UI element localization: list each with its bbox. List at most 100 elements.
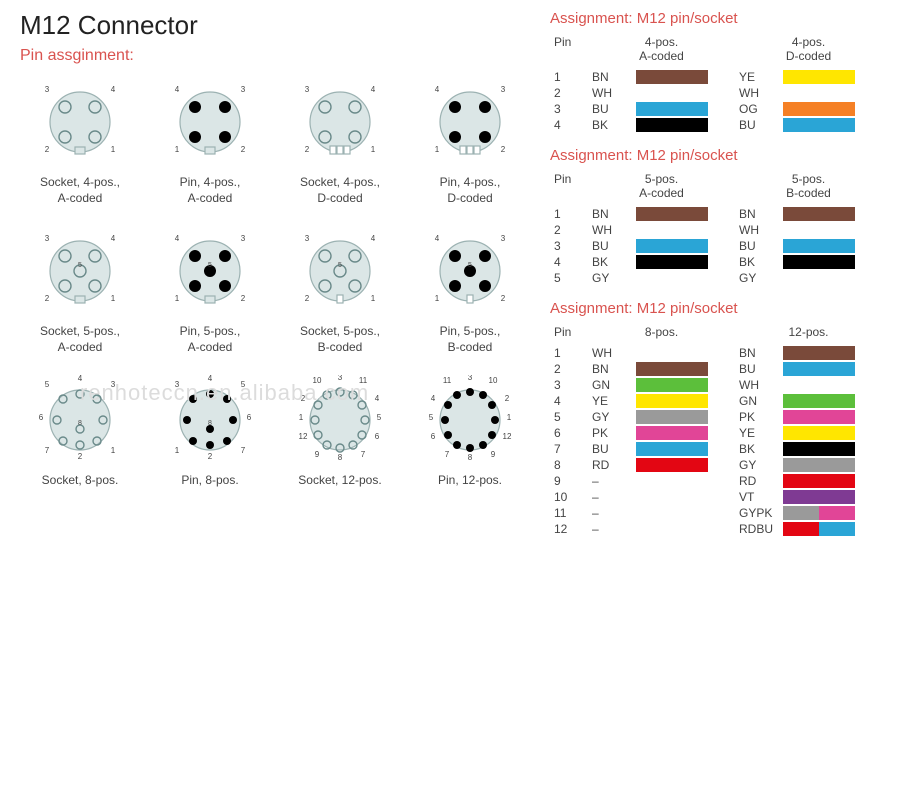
color-swatch <box>636 458 708 472</box>
color-code: WH <box>735 222 779 238</box>
connector-diagram: 3421Socket, 4-pos.,D-coded <box>280 77 400 206</box>
color-swatch <box>783 394 855 408</box>
pin-number: 7 <box>550 441 588 457</box>
color-swatch <box>783 70 855 84</box>
svg-text:1: 1 <box>175 145 180 154</box>
table-row: 2WHWH <box>550 85 882 101</box>
svg-text:10: 10 <box>313 376 322 385</box>
connector-label: Pin, 5-pos.,A-coded <box>180 324 241 355</box>
color-swatch <box>783 362 855 376</box>
table-row: 1BNBN <box>550 206 882 222</box>
svg-text:9: 9 <box>315 450 320 459</box>
svg-text:4: 4 <box>371 234 376 243</box>
connector-diagram: 34567128Pin, 8-pos. <box>150 375 270 489</box>
pin-number: 3 <box>550 238 588 254</box>
svg-text:2: 2 <box>505 394 510 403</box>
svg-text:6: 6 <box>39 413 44 422</box>
svg-text:5: 5 <box>338 262 342 269</box>
color-code: YE <box>588 393 632 409</box>
pin-number: 1 <box>550 345 588 361</box>
color-code: PK <box>588 425 632 441</box>
table-row: 3GNWH <box>550 377 882 393</box>
pin-number: 2 <box>550 85 588 101</box>
col-header: 4-pos.D-coded <box>735 33 882 69</box>
svg-text:4: 4 <box>371 85 376 94</box>
color-swatch <box>636 378 708 392</box>
color-swatch <box>636 118 708 132</box>
pin-number: 2 <box>550 222 588 238</box>
color-code: BN <box>588 69 632 85</box>
connector-label: Pin, 4-pos.,A-coded <box>180 175 241 206</box>
color-swatch <box>636 410 708 424</box>
svg-text:2: 2 <box>501 145 506 154</box>
color-code: YE <box>735 69 779 85</box>
color-swatch <box>783 239 855 253</box>
table-row: 2WHWH <box>550 222 882 238</box>
color-swatch <box>783 255 855 269</box>
pin-number: 2 <box>550 361 588 377</box>
color-code: VT <box>735 489 779 505</box>
svg-text:4: 4 <box>175 234 180 243</box>
color-code: BN <box>735 206 779 222</box>
svg-text:3: 3 <box>175 380 180 389</box>
svg-text:1: 1 <box>371 145 376 154</box>
svg-text:2: 2 <box>45 145 50 154</box>
svg-text:5: 5 <box>429 413 434 422</box>
color-code: BN <box>588 361 632 377</box>
color-swatch <box>783 442 855 456</box>
pin-number: 3 <box>550 377 588 393</box>
col-header: 8-pos. <box>588 323 735 345</box>
svg-text:11: 11 <box>443 376 452 385</box>
svg-text:5: 5 <box>78 262 82 269</box>
svg-text:1: 1 <box>175 294 180 303</box>
svg-text:3: 3 <box>501 85 506 94</box>
svg-text:7: 7 <box>45 446 50 455</box>
color-code: BK <box>588 117 632 133</box>
color-code: YE <box>735 425 779 441</box>
pin-number: 10 <box>550 489 588 505</box>
svg-text:6: 6 <box>247 413 252 422</box>
color-swatch <box>783 474 855 488</box>
svg-text:4: 4 <box>435 85 440 94</box>
svg-text:9: 9 <box>491 450 496 459</box>
pin-number: 4 <box>550 254 588 270</box>
col-header: 4-pos.A-coded <box>588 33 735 69</box>
color-code: BU <box>588 441 632 457</box>
assignment-table: Pin4-pos.A-coded4-pos.D-coded1BNYE2WHWH3… <box>550 33 882 133</box>
svg-text:3: 3 <box>45 85 50 94</box>
svg-text:2: 2 <box>301 394 306 403</box>
svg-text:4: 4 <box>435 234 440 243</box>
color-code: OG <box>735 101 779 117</box>
svg-text:10: 10 <box>489 376 498 385</box>
svg-text:3: 3 <box>501 234 506 243</box>
table-row: 6PKYE <box>550 425 882 441</box>
svg-text:1: 1 <box>371 294 376 303</box>
page-title: M12 Connector <box>20 10 540 41</box>
color-swatch <box>783 410 855 424</box>
assignment-block: Assignment: M12 pin/socketPin4-pos.A-cod… <box>550 10 882 133</box>
color-code: BU <box>588 101 632 117</box>
svg-text:2: 2 <box>501 294 506 303</box>
svg-text:4: 4 <box>111 234 116 243</box>
pin-number: 11 <box>550 505 588 521</box>
svg-text:2: 2 <box>45 294 50 303</box>
color-code: GY <box>588 409 632 425</box>
table-row: 10–VT <box>550 489 882 505</box>
color-swatch <box>783 458 855 472</box>
connector-diagram: 34215Socket, 5-pos.,B-coded <box>280 226 400 355</box>
right-column: Assignment: M12 pin/socketPin4-pos.A-cod… <box>550 10 882 551</box>
col-header-pin: Pin <box>550 323 588 345</box>
connector-diagram: 43125Pin, 5-pos.,B-coded <box>410 226 530 355</box>
svg-text:1: 1 <box>435 145 440 154</box>
color-code: RD <box>588 457 632 473</box>
table-row: 2BNBU <box>550 361 882 377</box>
assignment-table: Pin5-pos.A-coded5-pos.B-coded1BNBN2WHWH3… <box>550 170 882 286</box>
svg-text:3: 3 <box>241 234 246 243</box>
svg-text:1: 1 <box>299 413 304 422</box>
color-code: GN <box>735 393 779 409</box>
pin-number: 12 <box>550 521 588 537</box>
connector-diagram: 103112415126978Socket, 12-pos. <box>280 375 400 489</box>
svg-text:3: 3 <box>305 234 310 243</box>
color-code: – <box>588 521 632 537</box>
svg-text:6: 6 <box>375 432 380 441</box>
